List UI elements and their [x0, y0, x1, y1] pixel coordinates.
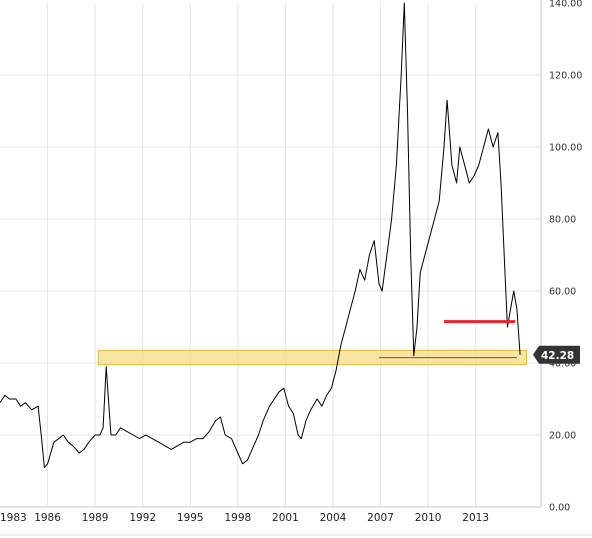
last-value-badge: 42.28 — [533, 345, 580, 364]
support-band — [97, 349, 527, 366]
x-tick-label: 1995 — [177, 512, 204, 524]
gridlines — [0, 3, 541, 507]
x-tick-label: 2013 — [462, 512, 489, 524]
y-tick-label: 40.00 — [549, 359, 576, 370]
x-tick-label: 1998 — [224, 512, 251, 524]
x-tick-label: 1992 — [129, 512, 156, 524]
x-tick-label: 2001 — [272, 512, 299, 524]
support-band-rect — [97, 349, 527, 366]
x-tick-label: 2007 — [367, 512, 394, 524]
last-value-badge-shape — [533, 345, 580, 364]
x-tick-label: 1989 — [82, 512, 109, 524]
y-axis: 0.00 20.00 40.00 60.00 80.00 100.00 120.00 140.… — [540, 0, 582, 514]
y-tick-label: 60.00 — [549, 287, 576, 298]
x-tick-label: 2004 — [320, 512, 347, 524]
y-tick-label: 140.00 — [549, 0, 582, 10]
x-tick-label: 1986 — [34, 512, 61, 524]
y-tick-label: 20.00 — [549, 431, 576, 442]
y-tick-label: 80.00 — [549, 215, 576, 226]
y-tick-label: 100.00 — [549, 143, 582, 154]
level-lines — [378, 320, 517, 359]
y-tick-label: 0.00 — [549, 503, 570, 514]
price-series — [0, 2, 521, 468]
y-tick-label: 120.00 — [549, 71, 582, 82]
last-value-label: 42.28 — [541, 350, 574, 362]
price-line-0 — [0, 2, 521, 468]
x-tick-label: 2010 — [415, 512, 442, 524]
x-axis: 1983 1986 1989 1992 1995 1998 2001 2004 2007 2010… — [0, 506, 592, 536]
x-tick-label: 1983 — [0, 512, 27, 524]
